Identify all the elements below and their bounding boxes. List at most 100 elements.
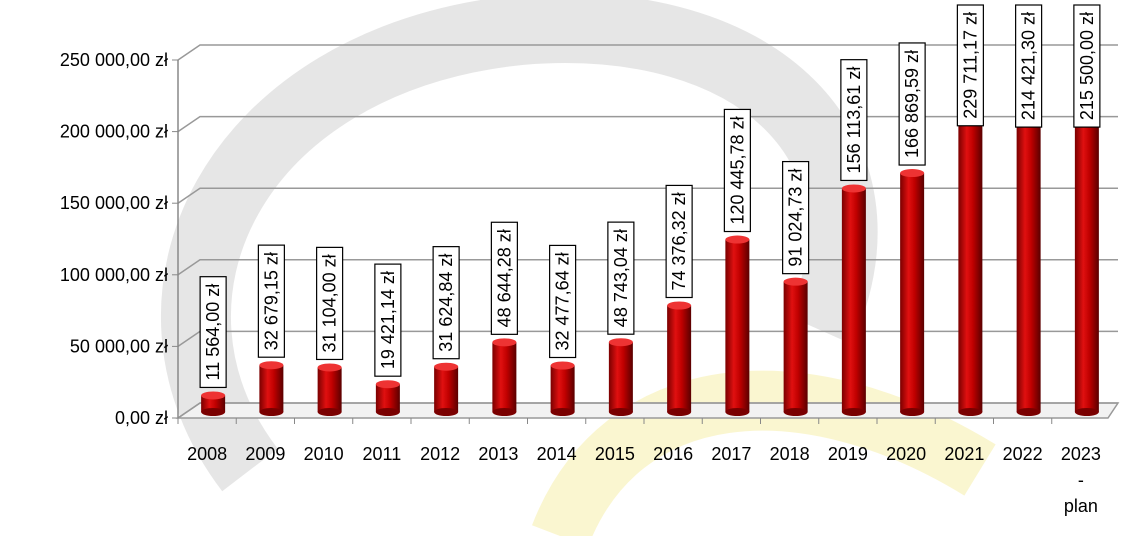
value-label-group: 229 711,17 zł — [956, 4, 984, 127]
value-label: 215 500,00 zł — [1077, 12, 1097, 120]
value-label-box — [432, 246, 460, 360]
y-tick-label: 150 000,00 zł — [60, 193, 168, 213]
value-label-group: 74 376,32 zł — [665, 184, 693, 299]
bar-base — [492, 408, 517, 416]
value-label-box — [898, 42, 926, 166]
bar-base — [958, 408, 983, 416]
value-label-group: 91 024,73 zł — [782, 160, 810, 275]
value-label-box — [316, 246, 344, 361]
bar-cap — [608, 338, 633, 347]
bar-base — [550, 408, 575, 416]
bar-cap — [667, 301, 692, 310]
y-tick-label: 100 000,00 zł — [60, 265, 168, 285]
bar — [317, 367, 342, 412]
value-label: 74 376,32 zł — [669, 192, 689, 290]
value-label-box — [840, 59, 868, 182]
grid-line — [177, 259, 1118, 276]
bar-base — [900, 408, 925, 416]
value-label-box — [1015, 4, 1043, 128]
bar-cap — [725, 235, 750, 244]
x-tick-label: 2008 — [187, 444, 228, 464]
bar-base — [259, 408, 284, 416]
value-label: 120 445,78 zł — [727, 116, 747, 224]
bar-cap — [259, 361, 284, 370]
bar — [608, 342, 633, 412]
value-label-group: 214 421,30 zł — [1015, 4, 1043, 128]
bar-cap — [841, 184, 866, 193]
value-label-box — [723, 108, 751, 233]
value-label-group: 19 421,14 zł — [374, 263, 402, 377]
value-label-box — [665, 184, 693, 299]
bar — [900, 173, 925, 412]
value-label-group: 215 500,00 zł — [1073, 4, 1101, 128]
bar-base — [201, 408, 226, 416]
x-tick-label: 2020 — [886, 444, 927, 464]
value-label: 31 104,00 zł — [320, 254, 340, 352]
value-label: 11 564,00 zł — [203, 284, 223, 381]
bar-base — [725, 408, 750, 416]
value-label: 229 711,17 zł — [960, 12, 980, 119]
value-label: 91 024,73 zł — [786, 169, 806, 267]
bar — [259, 365, 284, 412]
bar-cap — [550, 361, 575, 370]
value-label-group: 120 445,78 zł — [723, 108, 751, 233]
x-tick-label: 2010 — [303, 444, 344, 464]
bar — [201, 395, 226, 412]
value-label-box — [374, 263, 402, 377]
value-label: 32 679,15 zł — [261, 252, 281, 350]
bar — [492, 342, 517, 412]
value-label: 48 743,04 zł — [611, 229, 631, 327]
bar — [434, 366, 459, 412]
grid-line — [177, 115, 1118, 133]
x-tick-label: 2015 — [594, 444, 635, 464]
bar-base — [375, 408, 400, 416]
x-tick-label: 2014 — [536, 444, 577, 464]
x-tick-label: 2009 — [245, 444, 286, 464]
value-label-box — [782, 160, 810, 275]
value-label-group: 32 679,15 zł — [257, 244, 285, 358]
bar — [841, 188, 866, 412]
bar — [1074, 103, 1099, 413]
bar-cap — [375, 380, 400, 389]
y-tick-label: 250 000,00 zł — [60, 50, 168, 70]
bar-base — [783, 408, 808, 416]
x-tick-label: 2016 — [653, 444, 694, 464]
x-tick-label: 2013 — [478, 444, 519, 464]
bar — [667, 305, 692, 412]
value-label-box — [199, 276, 227, 389]
value-label-box — [607, 221, 635, 335]
bar — [375, 384, 400, 412]
x-tick-label: 2019 — [827, 444, 868, 464]
value-label-group: 11 564,00 zł — [199, 276, 227, 389]
y-tick-label: 50 000,00 zł — [70, 336, 168, 356]
value-label-box — [257, 244, 285, 358]
y-tick-label: 0,00 zł — [115, 408, 168, 428]
bar-cap — [783, 277, 808, 286]
bar-cap — [201, 391, 226, 400]
bar-base — [608, 408, 633, 416]
x-tick-label: 2012 — [420, 444, 461, 464]
value-label: 31 624,84 zł — [436, 254, 456, 352]
bar-base — [1016, 408, 1041, 416]
value-label-group: 48 743,04 zł — [607, 221, 635, 335]
bar — [550, 365, 575, 412]
bar — [958, 83, 983, 413]
bar-cap — [900, 169, 925, 178]
value-label-group: 31 104,00 zł — [316, 246, 344, 361]
value-label-box — [490, 221, 518, 335]
bar-base — [317, 408, 342, 416]
x-tick-label: 2017 — [711, 444, 752, 464]
value-label-group: 48 644,28 zł — [490, 221, 518, 335]
value-label-box — [549, 244, 577, 359]
value-label-group: 156 113,61 zł — [840, 59, 868, 182]
y-tick-label: 200 000,00 zł — [60, 122, 168, 142]
x-tick-label: 2023 - plan — [1060, 444, 1101, 516]
grid-line — [177, 44, 1118, 61]
value-label-group: 166 869,59 zł — [898, 42, 926, 166]
grid-line — [177, 402, 1118, 419]
bar — [783, 281, 808, 412]
bar-cap — [492, 338, 517, 347]
value-label: 156 113,61 zł — [844, 67, 864, 174]
